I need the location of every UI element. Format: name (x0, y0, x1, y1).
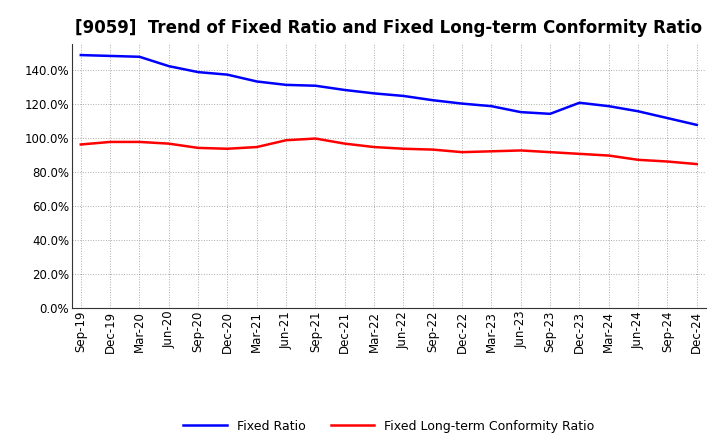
Line: Fixed Ratio: Fixed Ratio (81, 55, 697, 125)
Fixed Ratio (399, 93, 408, 99)
Fixed Ratio (605, 103, 613, 109)
Fixed Long-term Conformity Ratio (487, 149, 496, 154)
Fixed Long-term Conformity Ratio (106, 139, 114, 145)
Fixed Ratio (693, 122, 701, 128)
Fixed Long-term Conformity Ratio (458, 150, 467, 155)
Fixed Long-term Conformity Ratio (223, 146, 232, 151)
Fixed Ratio (634, 109, 642, 114)
Fixed Ratio (458, 101, 467, 106)
Fixed Ratio (428, 98, 437, 103)
Line: Fixed Long-term Conformity Ratio: Fixed Long-term Conformity Ratio (81, 139, 697, 164)
Fixed Ratio (194, 70, 202, 75)
Fixed Ratio (311, 83, 320, 88)
Fixed Ratio (546, 111, 554, 117)
Fixed Ratio (575, 100, 584, 106)
Fixed Long-term Conformity Ratio (164, 141, 173, 146)
Fixed Ratio (341, 88, 349, 93)
Fixed Ratio (164, 63, 173, 69)
Fixed Ratio (282, 82, 290, 88)
Fixed Long-term Conformity Ratio (253, 144, 261, 150)
Fixed Long-term Conformity Ratio (311, 136, 320, 141)
Fixed Long-term Conformity Ratio (370, 144, 379, 150)
Fixed Long-term Conformity Ratio (546, 150, 554, 155)
Fixed Long-term Conformity Ratio (575, 151, 584, 157)
Fixed Long-term Conformity Ratio (428, 147, 437, 152)
Fixed Ratio (370, 91, 379, 96)
Fixed Long-term Conformity Ratio (663, 159, 672, 164)
Fixed Long-term Conformity Ratio (634, 157, 642, 162)
Fixed Ratio (76, 52, 85, 58)
Legend: Fixed Ratio, Fixed Long-term Conformity Ratio: Fixed Ratio, Fixed Long-term Conformity … (178, 414, 600, 437)
Fixed Long-term Conformity Ratio (341, 141, 349, 146)
Fixed Ratio (663, 115, 672, 121)
Fixed Long-term Conformity Ratio (135, 139, 144, 145)
Fixed Ratio (106, 53, 114, 59)
Fixed Long-term Conformity Ratio (693, 161, 701, 167)
Fixed Ratio (516, 110, 525, 115)
Fixed Long-term Conformity Ratio (76, 142, 85, 147)
Fixed Long-term Conformity Ratio (282, 138, 290, 143)
Title: [9059]  Trend of Fixed Ratio and Fixed Long-term Conformity Ratio: [9059] Trend of Fixed Ratio and Fixed Lo… (75, 19, 703, 37)
Fixed Ratio (223, 72, 232, 77)
Fixed Long-term Conformity Ratio (194, 145, 202, 150)
Fixed Ratio (135, 54, 144, 59)
Fixed Ratio (253, 79, 261, 84)
Fixed Long-term Conformity Ratio (605, 153, 613, 158)
Fixed Ratio (487, 103, 496, 109)
Fixed Long-term Conformity Ratio (516, 148, 525, 153)
Fixed Long-term Conformity Ratio (399, 146, 408, 151)
